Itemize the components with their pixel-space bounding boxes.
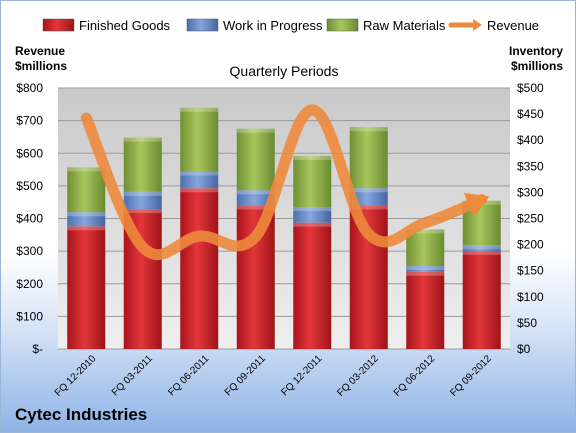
right-tick-label: $400 <box>517 133 544 147</box>
legend-label-revenue: Revenue <box>487 18 539 33</box>
bar-raw-materials-fq-03-2011 <box>123 137 162 192</box>
x-tick-label: FQ 09-2012 <box>448 353 494 399</box>
bar-raw-materials-fq-09-2011 <box>236 128 275 191</box>
bar-bevel <box>123 191 162 196</box>
bar-bevel <box>236 190 275 195</box>
x-tick-label: FQ 12-2010 <box>53 353 99 399</box>
bar-work-in-progress-fq-06-2012 <box>406 266 445 272</box>
legend-arrowhead <box>473 19 482 31</box>
right-axis-title: Inventory <box>509 44 563 58</box>
left-tick-label: $400 <box>16 212 43 226</box>
bar-raw-materials-fq-12-2010 <box>67 167 106 213</box>
right-tick-label: $50 <box>517 316 537 330</box>
bar-bevel <box>406 229 445 234</box>
bar-raw-materials-fq-06-2012 <box>406 229 445 267</box>
x-tick-label: FQ 12-2011 <box>279 353 324 398</box>
legend-swatch-finished-goods <box>42 18 75 32</box>
left-tick-label: $500 <box>16 179 43 193</box>
bar-bevel <box>123 209 162 214</box>
bar-raw-materials-fq-03-2012 <box>349 127 388 189</box>
bar-bevel <box>180 107 219 112</box>
bar-work-in-progress-fq-12-2011 <box>293 207 332 223</box>
right-tick-label: $450 <box>517 107 544 121</box>
bar-finished-goods-fq-06-2011 <box>180 188 219 349</box>
legend: Finished Goods Work in Progress Raw Materi… <box>42 18 539 33</box>
bar-bevel <box>462 245 501 250</box>
bar-raw-materials-fq-06-2011 <box>180 107 219 172</box>
bar-work-in-progress-fq-12-2010 <box>67 212 106 227</box>
right-tick-label: $0 <box>517 342 531 356</box>
bar-work-in-progress-fq-03-2012 <box>349 188 388 206</box>
bar-finished-goods-fq-12-2011 <box>293 222 332 349</box>
right-tick-label: $500 <box>517 81 544 95</box>
right-tick-label: $350 <box>517 159 544 173</box>
bar-bevel <box>67 226 106 231</box>
legend-swatch-work-in-progress <box>186 18 219 32</box>
bar-raw-materials-fq-12-2011 <box>293 155 332 208</box>
chart-title: Quarterly Periods <box>230 63 339 79</box>
right-tick-label: $100 <box>517 290 544 304</box>
bar-work-in-progress-fq-06-2011 <box>180 171 219 189</box>
bar-work-in-progress-fq-03-2011 <box>123 191 162 210</box>
bar-bevel <box>67 212 106 217</box>
right-tick-label: $200 <box>517 238 544 252</box>
left-tick-label: $800 <box>16 81 43 95</box>
left-tick-label: $300 <box>16 244 43 258</box>
bar-work-in-progress-fq-09-2012 <box>462 245 501 251</box>
bars <box>67 107 501 349</box>
bar-finished-goods-fq-12-2010 <box>67 226 106 349</box>
left-tick-label: $- <box>32 342 43 356</box>
right-tick-label: $150 <box>517 264 544 278</box>
company-name: Cytec Industries <box>15 405 148 424</box>
bar-bevel <box>180 188 219 193</box>
bar-bevel <box>293 155 332 160</box>
x-tick-label: FQ 03-2011 <box>110 353 155 398</box>
left-tick-label: $700 <box>16 114 43 128</box>
bar-bevel <box>293 222 332 227</box>
right-axis-title: $millions <box>511 59 563 73</box>
revenue-line-layer <box>80 104 490 261</box>
bar-bevel <box>349 188 388 193</box>
bar-bevel <box>180 171 219 176</box>
right-tick-label: $300 <box>517 185 544 199</box>
x-tick-label: FQ 09-2011 <box>223 353 268 398</box>
x-tick-label: FQ 06-2011 <box>166 353 211 398</box>
bar-work-in-progress-fq-09-2011 <box>236 190 275 206</box>
bar-bevel <box>293 207 332 212</box>
left-tick-label: $100 <box>16 309 43 323</box>
revenue-arrowhead <box>463 192 490 217</box>
x-tick-label: FQ 06-2012 <box>392 353 438 399</box>
left-tick-label: $200 <box>16 277 43 291</box>
bar-bevel <box>462 250 501 255</box>
bar-bevel <box>349 205 388 210</box>
legend-label-finished-goods: Finished Goods <box>79 18 171 33</box>
right-tick-label: $250 <box>517 212 544 226</box>
bar-bevel <box>123 137 162 142</box>
legend-label-work-in-progress: Work in Progress <box>223 18 323 33</box>
bar-finished-goods-fq-09-2012 <box>462 250 501 349</box>
left-axis-title: $millions <box>15 59 67 73</box>
left-axis-title: Revenue <box>15 44 65 58</box>
bar-bevel <box>406 266 445 271</box>
left-tick-label: $600 <box>16 146 43 160</box>
bar-bevel <box>67 167 106 172</box>
bar-bevel <box>406 271 445 276</box>
bar-finished-goods-fq-06-2012 <box>406 271 445 349</box>
bar-bevel <box>236 128 275 133</box>
x-tick-label: FQ 03-2012 <box>335 353 381 399</box>
legend-swatch-raw-materials <box>326 18 359 32</box>
bar-bevel <box>236 205 275 210</box>
legend-label-raw-materials: Raw Materials <box>363 18 446 33</box>
bar-bevel <box>349 127 388 132</box>
